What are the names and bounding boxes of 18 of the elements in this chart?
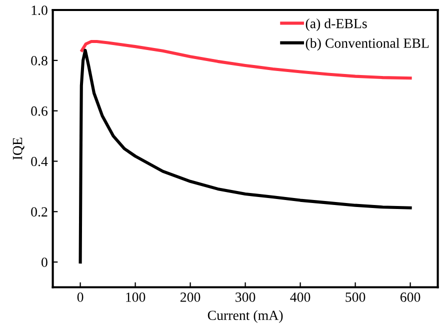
x-tick-label: 300 <box>236 292 256 302</box>
y-tick-label: 0.6 <box>31 106 48 116</box>
y-tick-label: 0.8 <box>31 56 48 66</box>
x-tick-label: 600 <box>400 292 420 302</box>
x-tick-label: 200 <box>180 292 200 302</box>
line-series <box>78 48 412 264</box>
y-tick-label: 0.4 <box>31 156 48 166</box>
x-tick-label: 0 <box>77 292 84 302</box>
x-tick-label: 400 <box>290 292 310 302</box>
legend-label: (b) Conventional EBL <box>306 38 429 51</box>
y-tick-label: 0.2 <box>31 207 48 217</box>
x-tick-label: 100 <box>126 292 146 302</box>
x-axis-title: Current (mA) <box>208 310 283 323</box>
x-tick-label: 500 <box>346 292 366 302</box>
legend-label: (a) d-EBLs <box>306 18 367 32</box>
y-axis-title: IQE <box>12 138 24 160</box>
y-tick-label: 0 <box>42 258 48 267</box>
y-tick-label: 1.0 <box>32 6 48 16</box>
